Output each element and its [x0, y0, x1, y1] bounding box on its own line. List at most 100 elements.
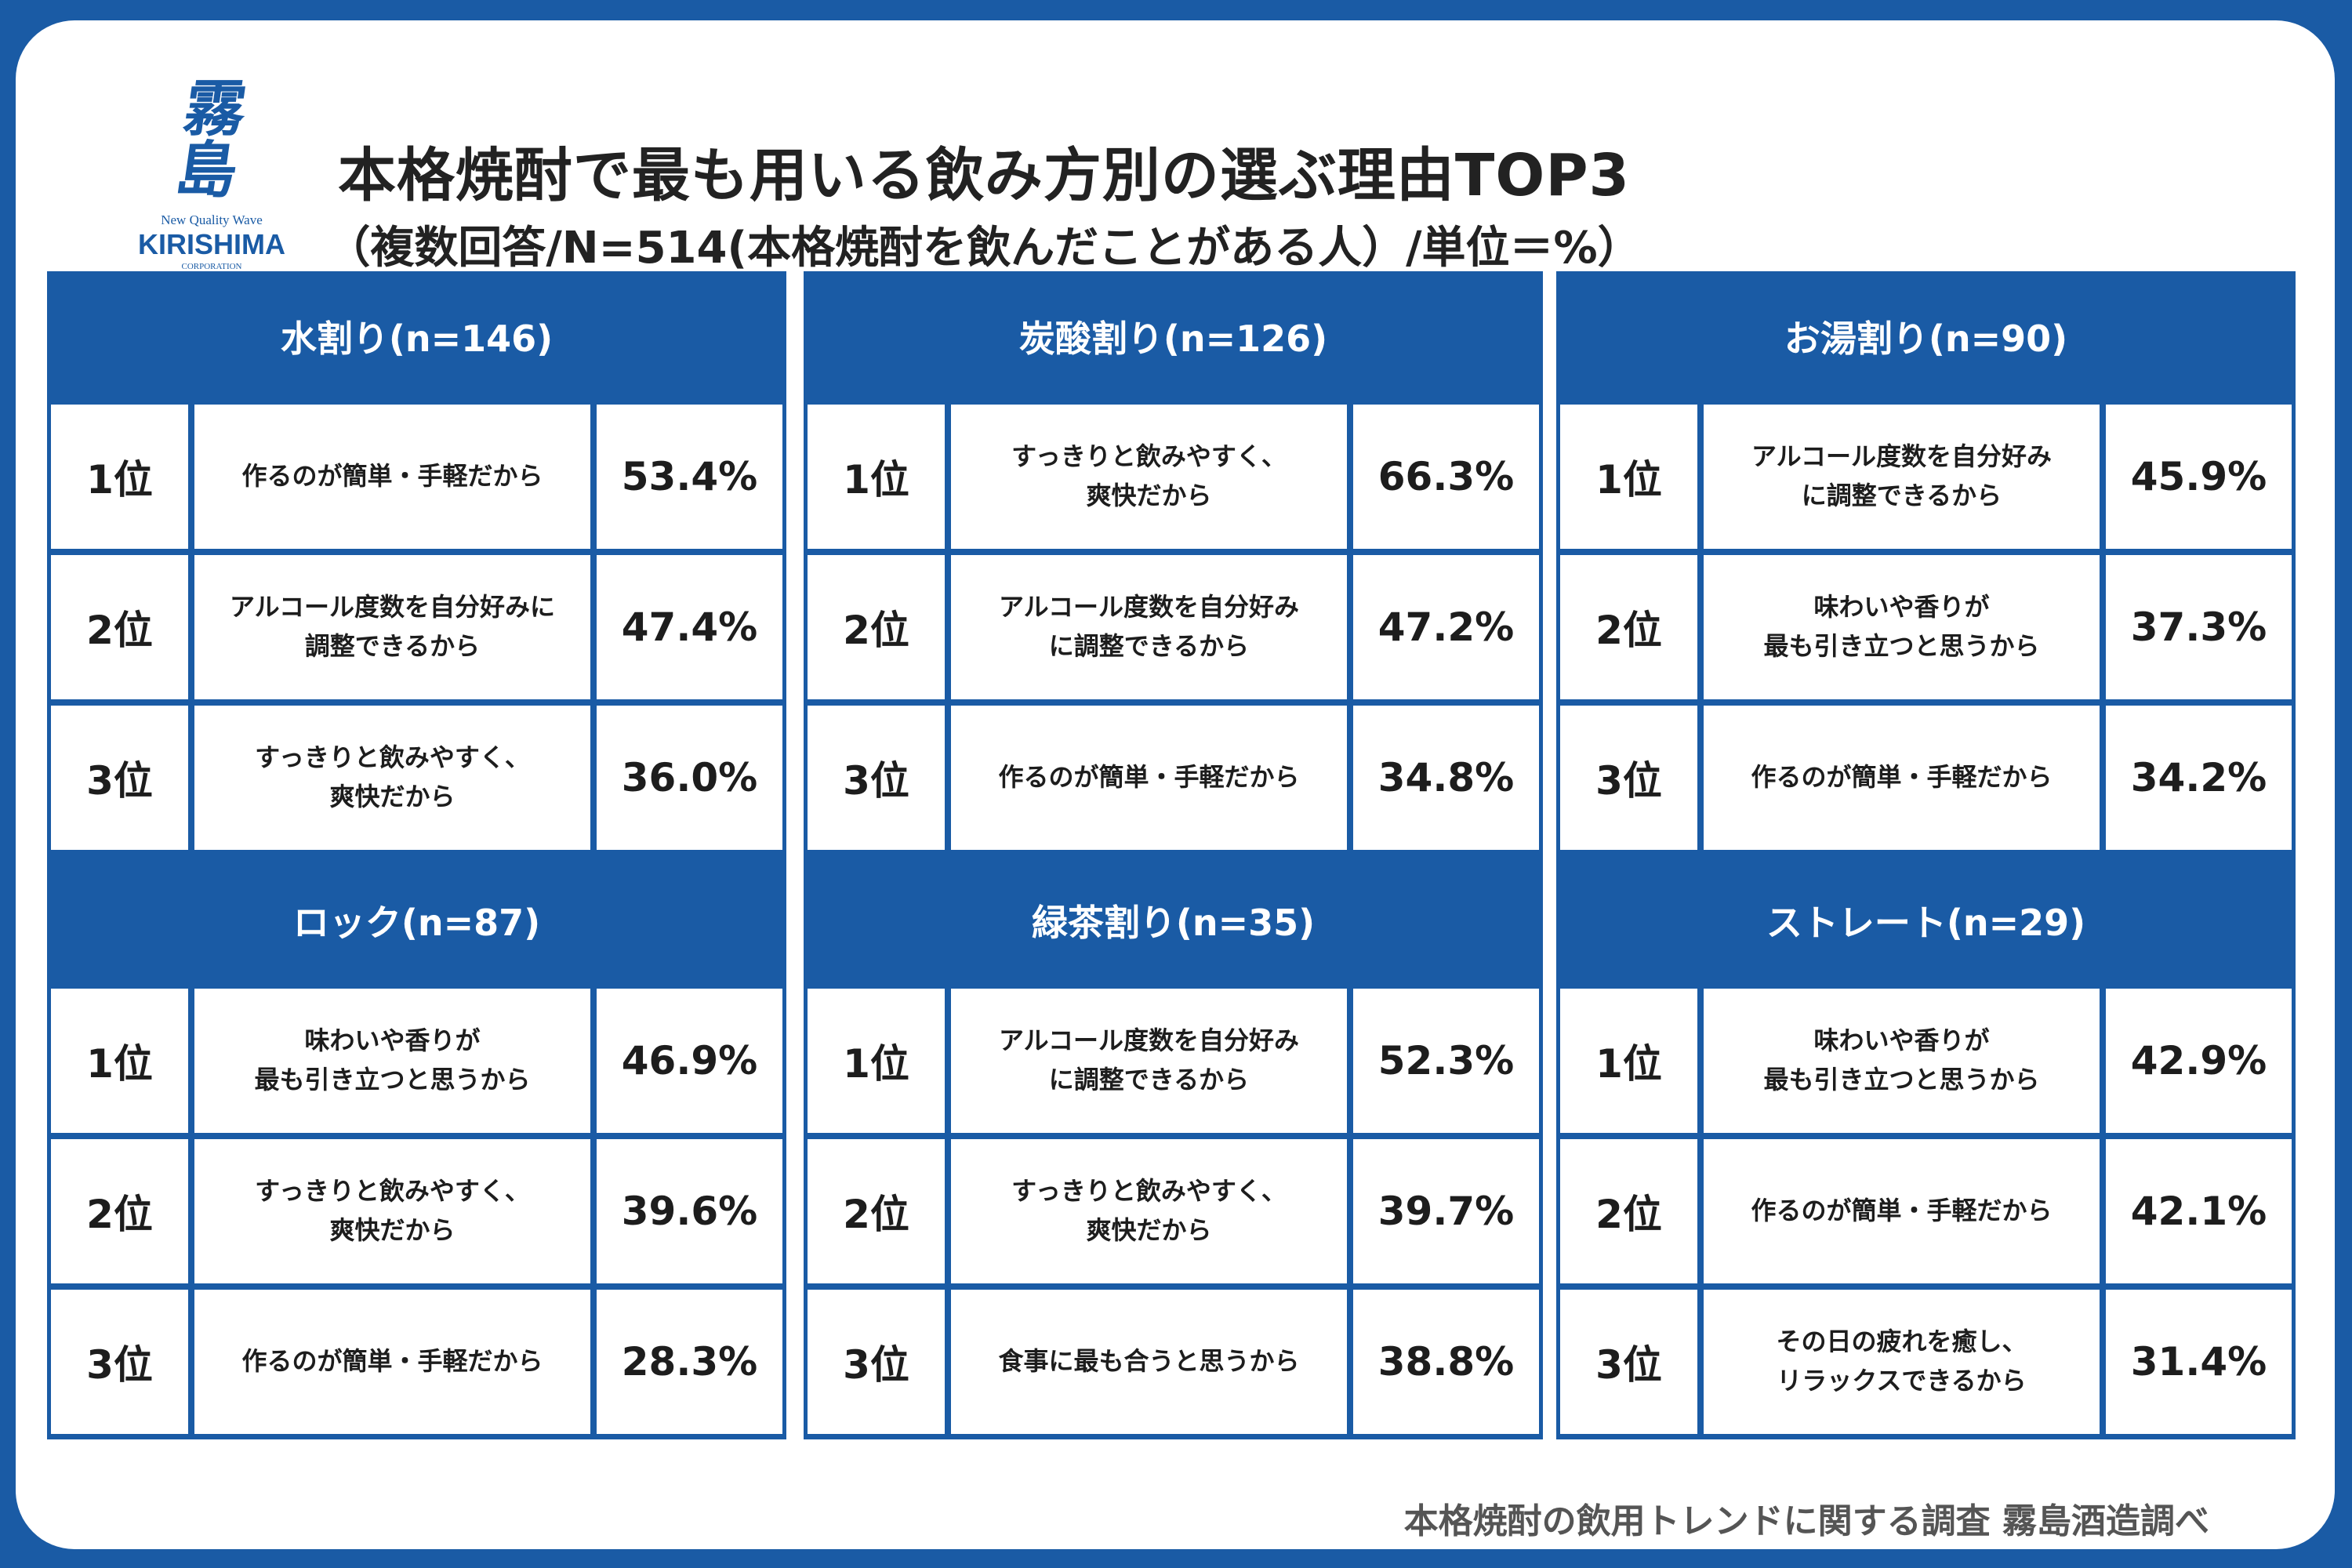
logo-tagline: New Quality Wave: [161, 212, 263, 227]
panel-title: ストレート(n=29): [1766, 901, 2086, 944]
table-row: 1位 作るのが簡単・手軽だから 53.4%: [51, 405, 782, 549]
reason-text: 作るのが簡単・手軽だから: [241, 1346, 543, 1377]
value-cell: 39.7%: [1353, 1139, 1539, 1283]
reason-cell: アルコール度数を自分好み に調整できるから: [951, 989, 1347, 1133]
panel-title: お湯割り(n=90): [1784, 317, 2068, 360]
panel-title: 炭酸割り(n=126): [1018, 317, 1328, 360]
reason-cell: 作るのが簡単・手軽だから: [951, 706, 1347, 850]
page-title: 本格焼酎で最も用いる飲み方別の選ぶ理由TOP3: [337, 142, 1631, 209]
table-row: 2位 すっきりと飲みやすく、 爽快だから 39.6%: [51, 1139, 782, 1283]
value-cell: 47.4%: [597, 555, 782, 699]
reason-cell: 味わいや香りが 最も引き立つと思うから: [1704, 989, 2100, 1133]
reason-text: 作るのが簡単・手軽だから: [998, 762, 1300, 793]
table-row: 2位 すっきりと飲みやすく、 爽快だから 39.7%: [808, 1139, 1539, 1283]
rank-cell: 2位: [808, 555, 945, 699]
source-note: 本格焼酎の飲用トレンドに関する調査 霧島酒造調べ: [1403, 1501, 2209, 1541]
value-cell: 38.8%: [1353, 1290, 1539, 1434]
logo-kanji: 霧島: [171, 74, 251, 206]
panel-3: ロック(n=87) 1位 味わいや香りが 最も引き立つと思うから 46.9% 2位 すっき…: [47, 855, 786, 1439]
table-row: 1位 味わいや香りが 最も引き立つと思うから 42.9%: [1560, 989, 2292, 1133]
rank-cell: 3位: [51, 1290, 188, 1434]
rank-cell: 1位: [808, 989, 945, 1133]
reason-text: アルコール度数を自分好みに 調整できるから: [229, 592, 556, 661]
value-cell: 66.3%: [1353, 405, 1539, 549]
value-cell: 47.2%: [1353, 555, 1539, 699]
reason-text: 作るのが簡単・手軽だから: [241, 461, 543, 492]
reason-cell: 作るのが簡単・手軽だから: [1704, 1139, 2100, 1283]
value-cell: 45.9%: [2106, 405, 2292, 549]
panel-0: 水割り(n=146) 1位 作るのが簡単・手軽だから 53.4% 2位 アルコール度数を自…: [47, 271, 786, 855]
reason-text: アルコール度数を自分好み に調整できるから: [998, 592, 1300, 661]
reason-cell: 食事に最も合うと思うから: [951, 1290, 1347, 1434]
panel-5: ストレート(n=29) 1位 味わいや香りが 最も引き立つと思うから 42.9% 2位 作…: [1556, 855, 2296, 1439]
value-cell: 34.2%: [2106, 706, 2292, 850]
table-row: 1位 アルコール度数を自分好み に調整できるから 45.9%: [1560, 405, 2292, 549]
table-row: 2位 アルコール度数を自分好みに 調整できるから 47.4%: [51, 555, 782, 699]
reason-cell: アルコール度数を自分好み に調整できるから: [1704, 405, 2100, 549]
reason-text: 作るのが簡単・手軽だから: [1751, 1196, 2053, 1226]
reason-cell: すっきりと飲みやすく、 爽快だから: [951, 405, 1347, 549]
rank-cell: 2位: [808, 1139, 945, 1283]
reason-text: 作るのが簡単・手軽だから: [1751, 762, 2053, 793]
reason-cell: 味わいや香りが 最も引き立つと思うから: [1704, 555, 2100, 699]
rank-cell: 1位: [51, 989, 188, 1133]
panel-title: 水割り(n=146): [280, 317, 554, 360]
panel-4: 緑茶割り(n=35) 1位 アルコール度数を自分好み に調整できるから 52.3% 2位…: [804, 855, 1543, 1439]
value-cell: 36.0%: [597, 706, 782, 850]
table-row: 2位 アルコール度数を自分好み に調整できるから 47.2%: [808, 555, 1539, 699]
table-row: 1位 アルコール度数を自分好み に調整できるから 52.3%: [808, 989, 1539, 1133]
panel-title: ロック(n=87): [292, 901, 541, 944]
table-row: 3位 すっきりと飲みやすく、 爽快だから 36.0%: [51, 706, 782, 850]
panel-2: お湯割り(n=90) 1位 アルコール度数を自分好み に調整できるから 45.9% 2位…: [1556, 271, 2296, 855]
reason-text: 味わいや香りが 最も引き立つと思うから: [1763, 592, 2040, 661]
reason-text: すっきりと飲みやすく、 爽快だから: [255, 742, 530, 811]
panel-title: 緑茶割り(n=35): [1031, 901, 1316, 944]
rank-cell: 1位: [51, 405, 188, 549]
table-row: 1位 味わいや香りが 最も引き立つと思うから 46.9%: [51, 989, 782, 1133]
rank-cell: 3位: [51, 706, 188, 850]
panel-1: 炭酸割り(n=126) 1位 すっきりと飲みやすく、 爽快だから 66.3% 2位 アルコ…: [804, 271, 1543, 855]
table-row: 3位 食事に最も合うと思うから 38.8%: [808, 1290, 1539, 1434]
page-subtitle: （複数回答/N=514(本格焼酎を飲んだことがある人）/単位＝%）: [326, 223, 1642, 274]
reason-cell: 味わいや香りが 最も引き立つと思うから: [194, 989, 590, 1133]
table-row: 1位 すっきりと飲みやすく、 爽快だから 66.3%: [808, 405, 1539, 549]
value-cell: 37.3%: [2106, 555, 2292, 699]
rank-cell: 2位: [1560, 1139, 1697, 1283]
reason-text: すっきりと飲みやすく、 爽快だから: [1011, 1176, 1287, 1245]
logo-brand: KIRISHIMA: [138, 228, 285, 260]
rank-cell: 1位: [1560, 989, 1697, 1133]
reason-cell: 作るのが簡単・手軽だから: [194, 405, 590, 549]
card-frame: 霧島 New Quality Wave KIRISHIMA CORPORATIO…: [16, 20, 2335, 1549]
reason-cell: アルコール度数を自分好み に調整できるから: [951, 555, 1347, 699]
reason-cell: すっきりと飲みやすく、 爽快だから: [194, 1139, 590, 1283]
value-cell: 39.6%: [597, 1139, 782, 1283]
value-cell: 52.3%: [1353, 989, 1539, 1133]
logo-corporation: CORPORATION: [181, 262, 242, 271]
reason-cell: 作るのが簡単・手軽だから: [1704, 706, 2100, 850]
rank-cell: 3位: [1560, 706, 1697, 850]
table-row: 3位 作るのが簡単・手軽だから 34.8%: [808, 706, 1539, 850]
reason-cell: アルコール度数を自分好みに 調整できるから: [194, 555, 590, 699]
reason-cell: その日の疲れを癒し、 リラックスできるから: [1704, 1290, 2100, 1434]
reason-text: 食事に最も合うと思うから: [998, 1346, 1300, 1377]
value-cell: 46.9%: [597, 989, 782, 1133]
reason-text: アルコール度数を自分好み に調整できるから: [998, 1025, 1300, 1094]
rank-cell: 3位: [808, 706, 945, 850]
table-row: 3位 作るのが簡単・手軽だから 34.2%: [1560, 706, 2292, 850]
reason-text: すっきりと飲みやすく、 爽快だから: [1011, 441, 1287, 510]
reason-cell: すっきりと飲みやすく、 爽快だから: [951, 1139, 1347, 1283]
reason-text: 味わいや香りが 最も引き立つと思うから: [1763, 1025, 2040, 1094]
table-row: 2位 味わいや香りが 最も引き立つと思うから 37.3%: [1560, 555, 2292, 699]
table-row: 3位 作るのが簡単・手軽だから 28.3%: [51, 1290, 782, 1434]
rank-cell: 3位: [808, 1290, 945, 1434]
rank-cell: 1位: [808, 405, 945, 549]
rank-cell: 2位: [1560, 555, 1697, 699]
reason-cell: すっきりと飲みやすく、 爽快だから: [194, 706, 590, 850]
rank-cell: 3位: [1560, 1290, 1697, 1434]
rank-cell: 2位: [51, 1139, 188, 1283]
reason-text: 味わいや香りが 最も引き立つと思うから: [254, 1025, 531, 1094]
reason-text: その日の疲れを癒し、 リラックスできるから: [1776, 1327, 2027, 1396]
reason-text: アルコール度数を自分好み に調整できるから: [1751, 441, 2053, 510]
value-cell: 42.1%: [2106, 1139, 2292, 1283]
rank-cell: 1位: [1560, 405, 1697, 549]
